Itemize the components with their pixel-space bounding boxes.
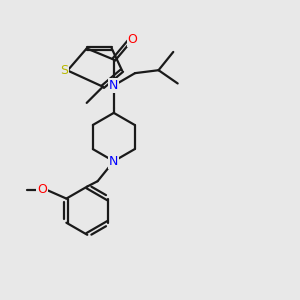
Text: O: O [128,33,138,46]
Text: S: S [60,64,68,77]
Text: O: O [37,183,47,196]
Text: N: N [109,155,119,168]
Text: N: N [109,79,119,92]
